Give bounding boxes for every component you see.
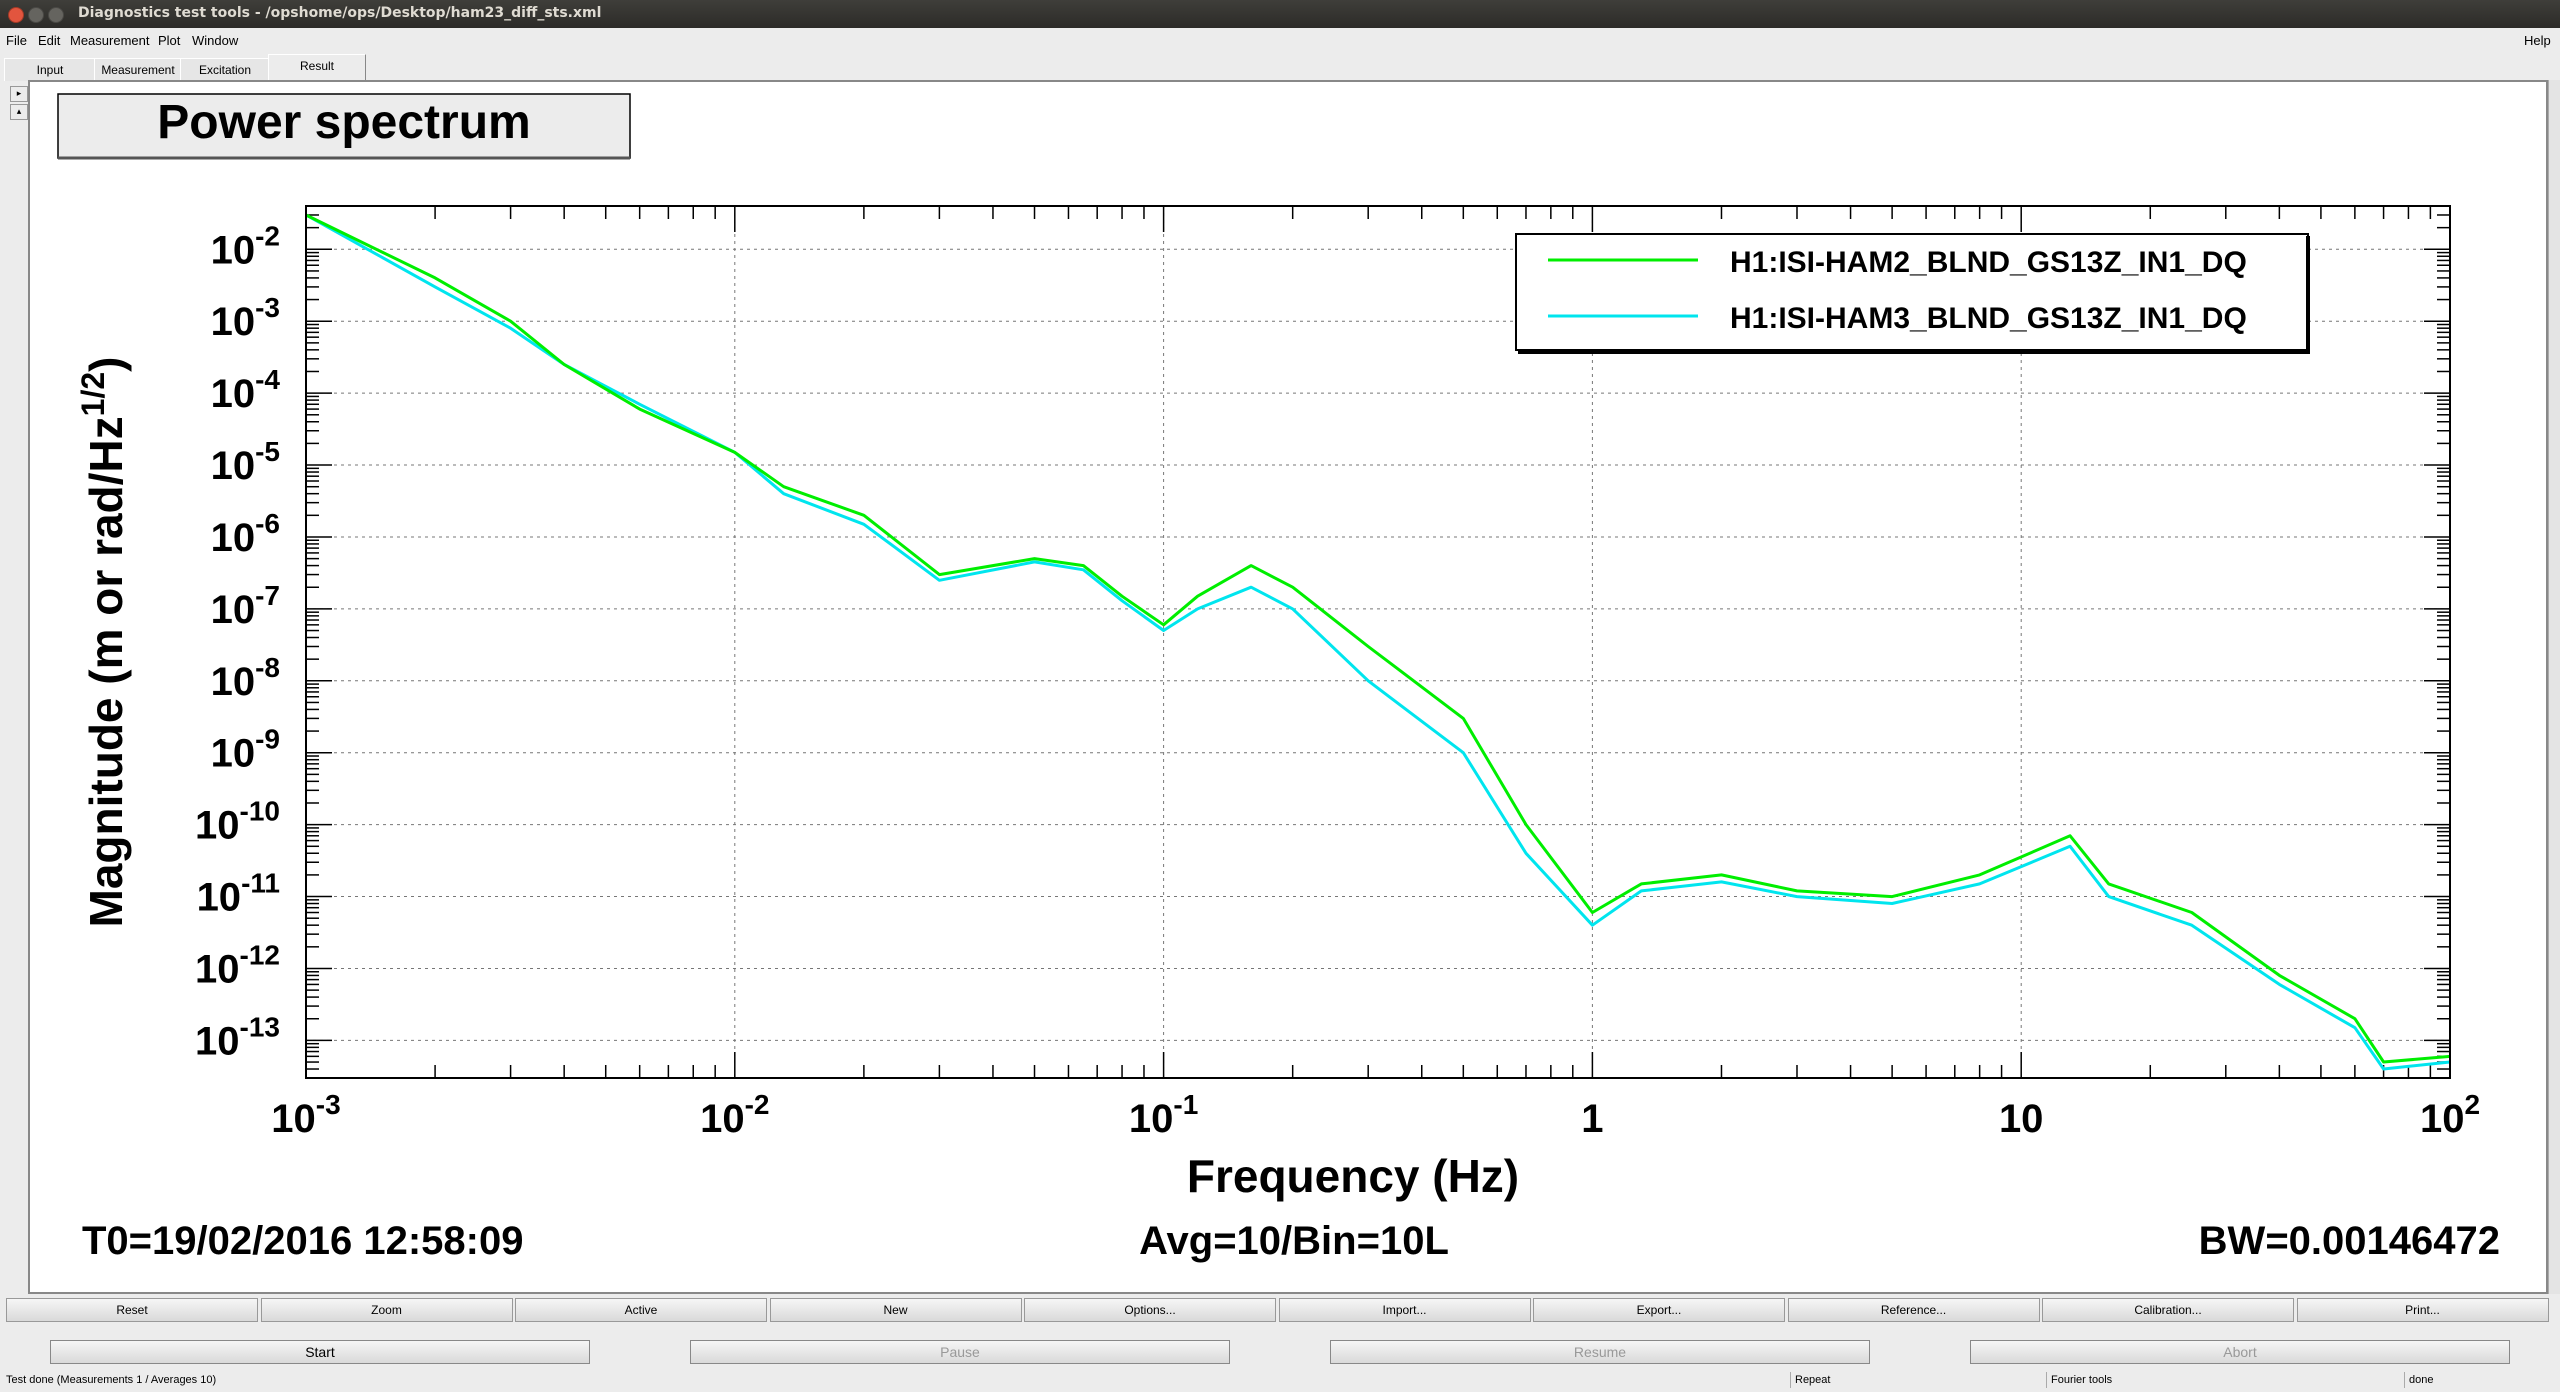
status-message: Test done (Measurements 1 / Averages 10) [6, 1374, 217, 1386]
plot-title: Power spectrum [157, 96, 530, 149]
footer-t0: T0=19/02/2016 12:58:09 [82, 1219, 523, 1263]
button-pause[interactable]: Pause [690, 1340, 1230, 1364]
tab-excitation[interactable]: Excitation [180, 58, 270, 81]
button-active[interactable]: Active [515, 1298, 767, 1322]
button-options[interactable]: Options... [1024, 1298, 1276, 1322]
tab-measurement[interactable]: Measurement [94, 58, 182, 81]
menu-plot[interactable]: Plot [158, 33, 181, 48]
button-abort[interactable]: Abort [1970, 1340, 2510, 1364]
x-tick-label: 102 [2420, 1089, 2480, 1141]
menu-edit[interactable]: Edit [38, 33, 61, 48]
plot-title-box [57, 93, 631, 159]
status-state: done [2404, 1372, 2559, 1388]
y-tick-label: 10-13 [195, 1011, 280, 1063]
y-tick-label: 10-3 [211, 292, 280, 344]
button-new[interactable]: New [769, 1298, 1022, 1322]
menu-file[interactable]: File [6, 33, 27, 48]
vertical-scrollbar[interactable] [2548, 80, 2560, 1294]
maximize-window-button[interactable] [48, 7, 64, 23]
y-tick-label: 10-6 [211, 508, 280, 560]
x-tick-label: 10-1 [1129, 1089, 1198, 1141]
menu-bar: File Edit Measurement Plot Window Help [0, 28, 2560, 54]
status-repeat: Repeat [1790, 1372, 2045, 1388]
status-tools: Fourier tools [2046, 1372, 2351, 1388]
menu-help[interactable]: Help [2524, 33, 2551, 48]
y-tick-label: 10-10 [195, 796, 280, 848]
plot-canvas[interactable]: Power spectrum 10-3 10-2 10-1 1 10 102 10-2 10… [28, 80, 2548, 1294]
x-axis-label: Frequency (Hz) [1187, 1150, 1519, 1202]
y-tick-label: 10-5 [211, 436, 280, 488]
data-series [305, 213, 2451, 1071]
y-tick-label: 10-11 [197, 868, 280, 920]
legend-label-ham3: H1:ISI-HAM3_BLND_GS13Z_IN1_DQ [1730, 302, 2247, 335]
button-calibration[interactable]: Calibration... [2042, 1298, 2294, 1322]
button-start[interactable]: Start [50, 1340, 590, 1364]
y-tick-label: 10-2 [211, 220, 280, 272]
y-tick-label: 10-4 [211, 364, 281, 416]
button-export[interactable]: Export... [1533, 1298, 1785, 1322]
button-zoom[interactable]: Zoom [260, 1298, 513, 1322]
plot-button-row: Reset Zoom Active New Options... Import... Exp… [6, 1298, 2554, 1322]
legend-label-ham2: H1:ISI-HAM2_BLND_GS13Z_IN1_DQ [1730, 246, 2247, 279]
button-resume[interactable]: Resume [1330, 1340, 1870, 1364]
run-button-row: Start Pause Resume Abort [6, 1340, 2554, 1364]
plot-frame [305, 205, 2451, 1079]
tab-input[interactable]: Input [4, 58, 96, 81]
y-tick-labels: 10-2 10-3 10-4 10-5 10-6 10-7 10-8 10-9 10-10 10-… [195, 220, 280, 1063]
button-print[interactable]: Print... [2296, 1298, 2549, 1322]
tab-bar: Input Measurement Excitation Result [0, 54, 2560, 81]
axis-ticks [305, 205, 2450, 1079]
y-tick-label: 10-8 [211, 652, 280, 704]
x-tick-label: 10-2 [700, 1089, 769, 1141]
x-tick-label: 1 [1581, 1097, 1603, 1141]
power-spectrum-plot: Power spectrum 10-3 10-2 10-1 1 10 102 10-210… [57, 93, 2500, 1263]
y-axis-label: Magnitude (m or rad/Hz1/2) [75, 357, 132, 928]
button-reference[interactable]: Reference... [1787, 1298, 2040, 1322]
y-tick-label: 10-9 [211, 724, 280, 776]
grid-lines [306, 206, 2450, 1078]
window-titlebar: Diagnostics test tools - /opshome/ops/De… [0, 0, 2560, 28]
footer-bw: BW=0.00146472 [2199, 1219, 2500, 1263]
expand-panel-button[interactable]: ▸ [10, 86, 28, 102]
window-title: Diagnostics test tools - /opshome/ops/De… [78, 5, 602, 21]
tab-result[interactable]: Result [268, 54, 366, 81]
button-reset[interactable]: Reset [6, 1298, 258, 1322]
collapse-panel-button[interactable]: ▴ [10, 104, 28, 120]
menu-window[interactable]: Window [192, 33, 239, 48]
x-tick-label: 10-3 [271, 1089, 340, 1141]
minimize-window-button[interactable] [28, 7, 44, 23]
footer-avg: Avg=10/Bin=10L [1139, 1219, 1449, 1263]
status-bar: Test done (Measurements 1 / Averages 10)… [0, 1368, 2560, 1392]
close-window-button[interactable] [8, 7, 24, 23]
series-line-ham2 [305, 213, 2451, 1064]
y-tick-label: 10-7 [211, 580, 280, 632]
x-tick-labels: 10-3 10-2 10-1 1 10 102 [271, 1089, 2480, 1141]
button-import[interactable]: Import... [1278, 1298, 1531, 1322]
x-tick-label: 10 [1999, 1097, 2044, 1141]
menu-measurement[interactable]: Measurement [70, 33, 150, 48]
legend: H1:ISI-HAM2_BLND_GS13Z_IN1_DQ H1:ISI-HAM… [1515, 233, 2310, 354]
y-tick-label: 10-12 [195, 939, 280, 991]
